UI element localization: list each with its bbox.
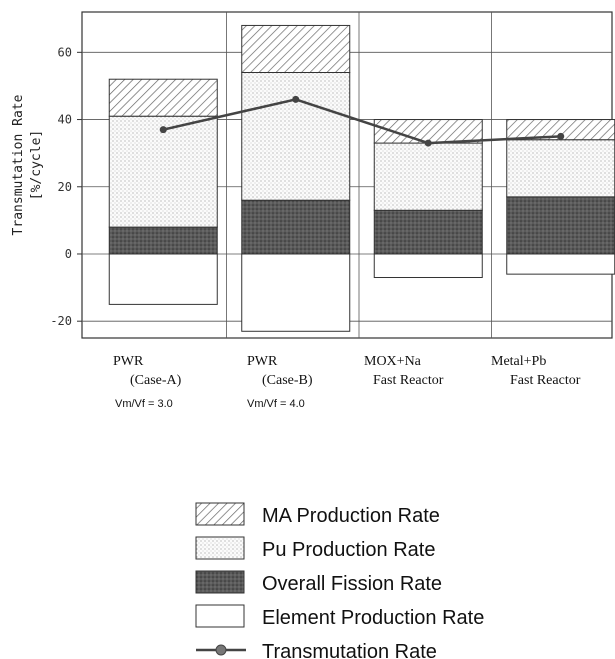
legend-label: Transmutation Rate <box>262 641 437 659</box>
y-axis-unit: [%/cycle] <box>29 130 44 200</box>
category-label-line2: Fast Reactor <box>373 373 444 388</box>
y-tick-label: 0 <box>65 247 72 261</box>
category-label-line2: Fast Reactor <box>510 373 581 388</box>
legend: MA Production Rate Pu Production Rate Over… <box>195 502 484 659</box>
bar-fission <box>108 226 218 255</box>
category-labels: PWR (Case-A) Vm/Vf = 3.0 PWR (Case-B) Vm/Vf =… <box>113 354 581 410</box>
bar-element <box>373 253 483 279</box>
bar-fission <box>373 209 483 255</box>
category-label-line1: Metal+Pb <box>491 354 546 369</box>
plot-area <box>81 11 615 339</box>
y-tick-label: 20 <box>58 180 72 194</box>
legend-swatch-fission <box>195 570 245 594</box>
bar-element <box>241 253 351 332</box>
category-sublabel: Vm/Vf = 4.0 <box>247 398 305 410</box>
bar-ma <box>241 24 351 73</box>
category-label-line2: (Case-B) <box>262 373 313 388</box>
legend-swatch-ma <box>195 502 245 526</box>
category-label-line2: (Case-A) <box>130 373 182 388</box>
bar-fission <box>506 196 615 255</box>
bar-fission <box>241 199 351 255</box>
legend-label: Overall Fission Rate <box>262 573 442 595</box>
transmutation-point <box>292 95 300 103</box>
legend-swatch-element <box>195 604 245 628</box>
category-label-line1: MOX+Na <box>364 354 422 369</box>
bar-pu <box>373 142 483 211</box>
legend-marker <box>215 644 227 656</box>
category-label-line1: PWR <box>247 354 278 369</box>
bar-pu <box>241 71 351 201</box>
y-tick-label: 40 <box>58 113 72 127</box>
y-axis: -20 0 20 40 60 <box>50 45 82 328</box>
transmutation-line <box>162 98 561 145</box>
y-tick-label: -20 <box>50 314 72 328</box>
transmutation-point <box>557 132 565 140</box>
bar-pu <box>108 115 218 228</box>
legend-label: Pu Production Rate <box>262 539 435 561</box>
legend-label: MA Production Rate <box>262 505 440 527</box>
bar-element <box>506 253 615 275</box>
category-sublabel: Vm/Vf = 3.0 <box>115 398 173 410</box>
bar-pu <box>506 139 615 198</box>
bar-ma <box>108 78 218 117</box>
y-axis-label: Transmutation Rate <box>11 94 26 235</box>
category-label-line1: PWR <box>113 354 144 369</box>
legend-swatch-pu <box>195 536 245 560</box>
legend-label: Element Production Rate <box>262 607 484 629</box>
transmutation-point <box>159 126 167 134</box>
bar-element <box>108 253 218 305</box>
transmutation-point <box>424 139 432 147</box>
y-tick-label: 60 <box>58 45 72 59</box>
